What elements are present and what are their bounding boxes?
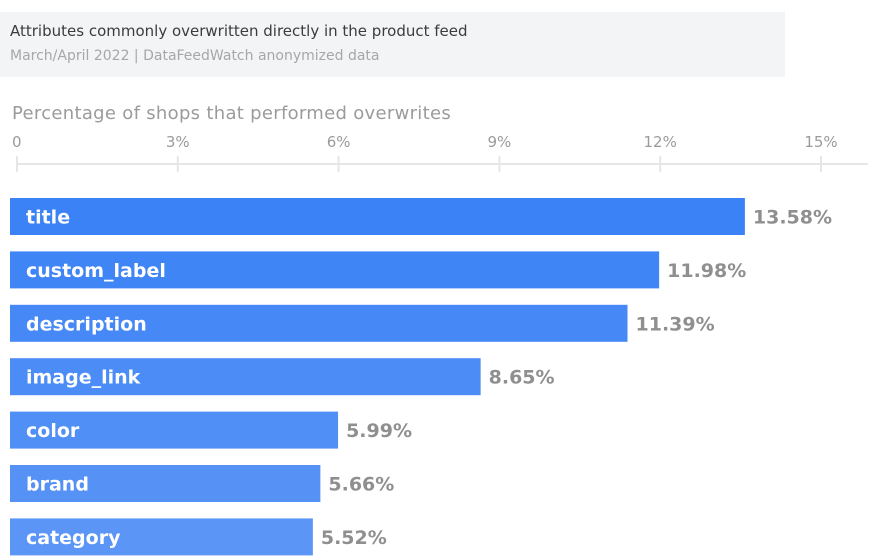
x-tick-label: 12% [644, 133, 677, 151]
category-label: title [26, 207, 70, 229]
bar-color [10, 411, 339, 449]
x-axis-ticks: 0 3% 6% 9% 12% 15% [12, 133, 838, 172]
chart-title: Attributes commonly overwritten directly… [10, 22, 468, 40]
chart-subtitle: March/April 2022 | DataFeedWatch anonymi… [10, 48, 380, 64]
value-label: 11.39% [636, 313, 715, 335]
value-label: 5.99% [346, 420, 412, 442]
x-tick-label: 3% [166, 133, 190, 151]
value-label: 11.98% [667, 260, 746, 282]
x-tick-label: 6% [327, 133, 351, 151]
x-tick-label: 9% [488, 133, 512, 151]
bar-title [10, 198, 745, 235]
bar-description [10, 304, 628, 342]
bar-category [10, 518, 313, 556]
category-label: description [26, 313, 147, 335]
x-tick-label: 0 [12, 133, 22, 151]
value-label: 13.58% [753, 207, 832, 229]
chart-header: Attributes commonly overwritten directly… [0, 12, 785, 77]
value-label: 5.52% [321, 527, 387, 549]
bar-image-link [10, 358, 481, 396]
category-label: image_link [26, 367, 141, 389]
category-label: color [26, 420, 80, 442]
value-label: 5.66% [328, 474, 394, 496]
value-label: 8.65% [489, 367, 555, 389]
category-label: category [26, 527, 121, 549]
category-label: custom_label [26, 260, 166, 282]
bar-brand [10, 465, 321, 502]
bars: title 13.58% custom_label 11.98% description… [10, 198, 832, 556]
x-tick-label: 15% [804, 133, 837, 151]
x-axis-title: Percentage of shops that performed overw… [12, 103, 451, 124]
bar-custom-label [10, 251, 660, 289]
category-label: brand [26, 474, 89, 496]
